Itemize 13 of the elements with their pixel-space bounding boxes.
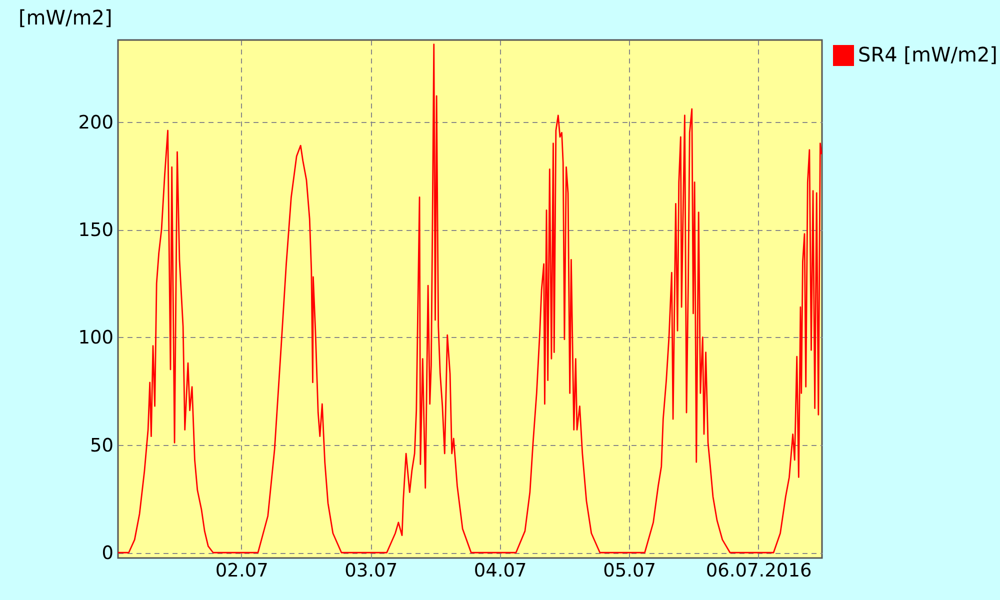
- x-tick-label: 03.07: [344, 560, 398, 582]
- x-tick-label: 04.07: [474, 560, 527, 582]
- y-tick-label: 200: [78, 112, 114, 134]
- y-tick-label: 50: [90, 435, 114, 456]
- y-tick-label: 0: [102, 543, 114, 564]
- line-series: [118, 44, 822, 554]
- x-tick-label: 02.07: [215, 560, 268, 582]
- y-axis-title: [mW/m2]: [18, 6, 112, 30]
- x-tick-label: 06.07.2016: [706, 560, 812, 582]
- y-tick-label: 100: [78, 328, 114, 349]
- y-tick-label: 150: [78, 220, 114, 242]
- legend-label: SR4 [mW/m2]: [858, 42, 998, 66]
- x-tick-label: 05.07: [603, 560, 656, 582]
